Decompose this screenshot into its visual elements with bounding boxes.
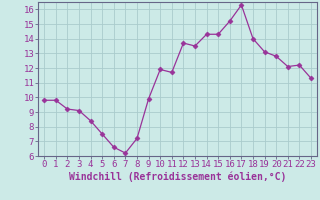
X-axis label: Windchill (Refroidissement éolien,°C): Windchill (Refroidissement éolien,°C) [69,172,286,182]
